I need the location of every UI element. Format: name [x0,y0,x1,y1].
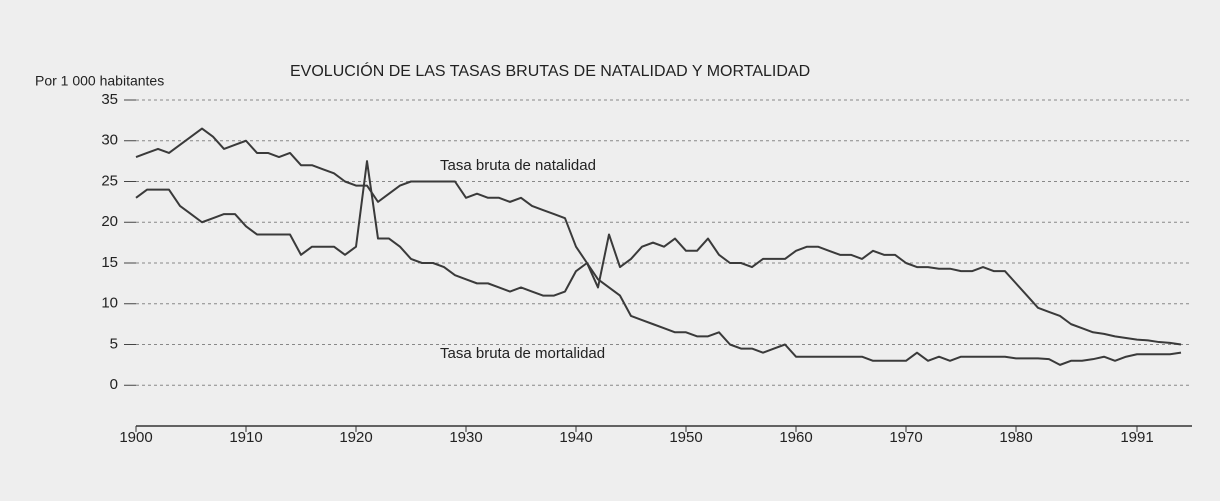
series-label: Tasa bruta de natalidad [440,157,596,174]
x-tick-label: 1991 [1120,429,1153,446]
x-tick-label: 1940 [559,429,592,446]
y-axis-label: Por 1 000 habitantes [35,73,164,89]
x-tick-label: 1910 [229,429,262,446]
series-label: Tasa bruta de mortalidad [440,345,605,362]
y-tick-label: 10 [101,295,118,312]
y-tick-label: 35 [101,91,118,108]
x-tick-label: 1960 [779,429,812,446]
x-tick-label: 1920 [339,429,372,446]
x-tick-label: 1900 [119,429,152,446]
series-line [135,127,1182,346]
x-tick-label: 1950 [669,429,702,446]
y-tick-label: 20 [101,213,118,230]
chart-title: EVOLUCIÓN DE LAS TASAS BRUTAS DE NATALID… [290,61,810,80]
y-tick-label: 25 [101,172,118,189]
y-tick-label: 0 [110,376,118,393]
x-tick-label: 1930 [449,429,482,446]
series-line [135,160,1182,366]
x-tick-label: 1980 [999,429,1032,446]
y-tick-label: 30 [101,132,118,149]
y-tick-label: 15 [101,254,118,271]
y-tick-label: 5 [110,335,118,352]
x-tick-label: 1970 [889,429,922,446]
